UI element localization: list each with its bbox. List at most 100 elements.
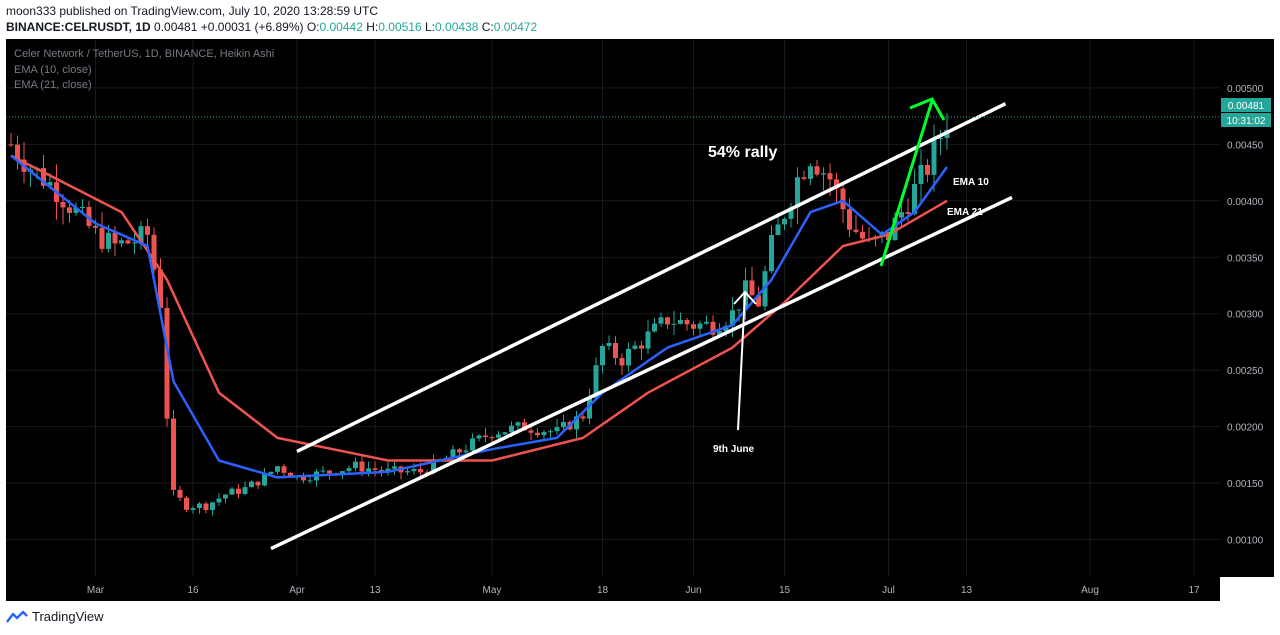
candle-body [665, 317, 670, 325]
candle-body [301, 476, 306, 481]
plot-area[interactable] [6, 39, 1220, 577]
candle-body [73, 207, 79, 213]
candle-body [938, 137, 943, 139]
x-tick-label: 16 [187, 585, 199, 596]
candle-body [827, 173, 833, 180]
candle-body [249, 481, 254, 488]
candle-body [138, 226, 144, 243]
symbol: BINANCE:CELRUSDT, 1D [6, 20, 151, 34]
candle-body [242, 487, 248, 494]
candle-body [145, 226, 150, 235]
candle-body [8, 144, 14, 146]
candle-body [203, 503, 209, 510]
candle-body [158, 269, 163, 308]
tradingview-logo-icon [6, 610, 28, 623]
candle-body [541, 432, 547, 436]
candle-body [554, 427, 560, 432]
candle-body [177, 489, 183, 498]
candle-body [457, 449, 462, 453]
open-value: 0.00442 [319, 20, 363, 34]
candle-body [223, 494, 228, 499]
candle-body [801, 177, 807, 179]
x-tick-label: Jun [685, 585, 701, 596]
candle-body [86, 207, 92, 226]
tradingview-brand[interactable]: TradingView [6, 609, 104, 624]
candle-body [853, 229, 859, 232]
candle-body [899, 212, 904, 218]
ema10-annotation: EMA 10 [953, 177, 989, 188]
candle-body [697, 323, 703, 329]
candle-body [463, 450, 469, 453]
candle-body [736, 309, 742, 311]
candle-body [392, 466, 397, 469]
candle-body [405, 471, 410, 473]
candle-body [814, 166, 820, 175]
countdown-badge-value: 10:31:02 [1227, 116, 1266, 127]
x-tick-label: May [483, 585, 502, 596]
candle-body [548, 431, 553, 433]
candle-body [749, 280, 755, 296]
candle-body [561, 422, 566, 428]
candle-body [580, 416, 586, 419]
y-tick-label: 0.00400 [1227, 197, 1264, 208]
candle-body [93, 225, 98, 228]
y-tick-label: 0.00500 [1227, 84, 1264, 95]
candle-body [795, 177, 800, 208]
candle-body [268, 471, 274, 474]
low-value: 0.00438 [435, 20, 479, 34]
candle-body [255, 481, 261, 486]
candle-body [197, 503, 202, 509]
candle-body [671, 323, 677, 325]
candle-body [645, 331, 651, 349]
published-line: moon333 published on TradingView.com, Ju… [6, 4, 379, 18]
candle-body [151, 234, 157, 270]
candle-body [15, 144, 20, 160]
candle-body [639, 345, 644, 349]
june9-arrow-head [733, 290, 757, 305]
candle-body [320, 470, 326, 472]
rally-arrow-shaft [879, 100, 934, 267]
y-tick-label: 0.00200 [1227, 423, 1264, 434]
candle-body [632, 345, 638, 349]
x-tick-label: 15 [779, 585, 791, 596]
x-tick-label: Mar [87, 585, 105, 596]
candle-body [450, 449, 456, 458]
candle-body [756, 295, 761, 307]
candle-body [502, 432, 508, 435]
candle-body [164, 307, 170, 419]
candle-body [931, 138, 937, 175]
candle-body [372, 468, 378, 470]
price-change: +0.00031 (+6.89%) [200, 20, 304, 34]
candle-body [892, 217, 898, 241]
candle-body [626, 348, 631, 366]
rally-arrow-head [909, 97, 946, 121]
price-axis[interactable] [1220, 39, 1274, 577]
candle-body [80, 207, 85, 209]
candle-body [717, 331, 722, 335]
candle-body [684, 319, 690, 325]
y-tick-label: 0.00150 [1227, 479, 1264, 490]
channel-lower-line [270, 195, 1013, 551]
candle-body [476, 435, 482, 439]
june9-arrow-shaft [737, 292, 746, 431]
candle-body [288, 472, 293, 478]
candle-body [60, 202, 66, 208]
candle-body [359, 461, 365, 472]
candle-body [730, 310, 735, 326]
ema10-line [10, 154, 949, 479]
time-axis[interactable] [6, 577, 1220, 601]
legend-ema10: EMA (10, close) [14, 64, 92, 76]
candle-body [788, 207, 794, 219]
brand-name: TradingView [32, 609, 104, 624]
legend-ema21: EMA (21, close) [14, 79, 92, 91]
candle-body [67, 207, 72, 213]
candle-body [353, 461, 358, 469]
candle-body [678, 319, 683, 324]
y-tick-label: 0.00350 [1227, 253, 1264, 264]
last-price: 0.00481 [154, 20, 198, 34]
candle-body [652, 323, 657, 332]
candle-body [275, 466, 280, 472]
symbol-line: BINANCE:CELRUSDT, 1D 0.00481 +0.00031 (+… [6, 20, 538, 34]
y-tick-label: 0.00300 [1227, 310, 1264, 321]
